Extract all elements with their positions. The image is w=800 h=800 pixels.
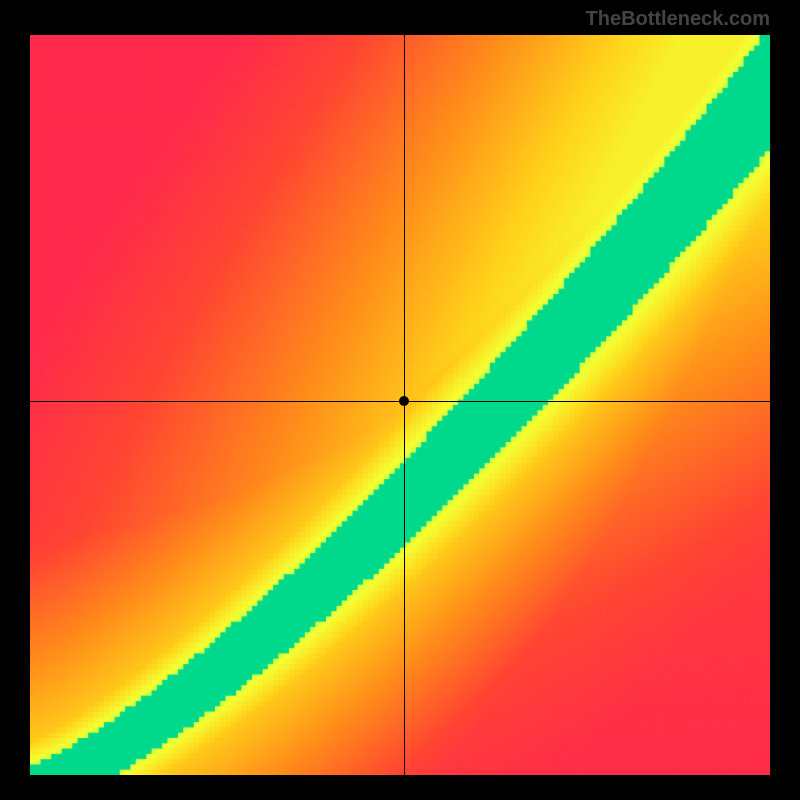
plot-area xyxy=(30,35,770,775)
marker-dot xyxy=(399,396,409,406)
chart-container: TheBottleneck.com xyxy=(0,0,800,800)
watermark-text: TheBottleneck.com xyxy=(586,8,770,31)
